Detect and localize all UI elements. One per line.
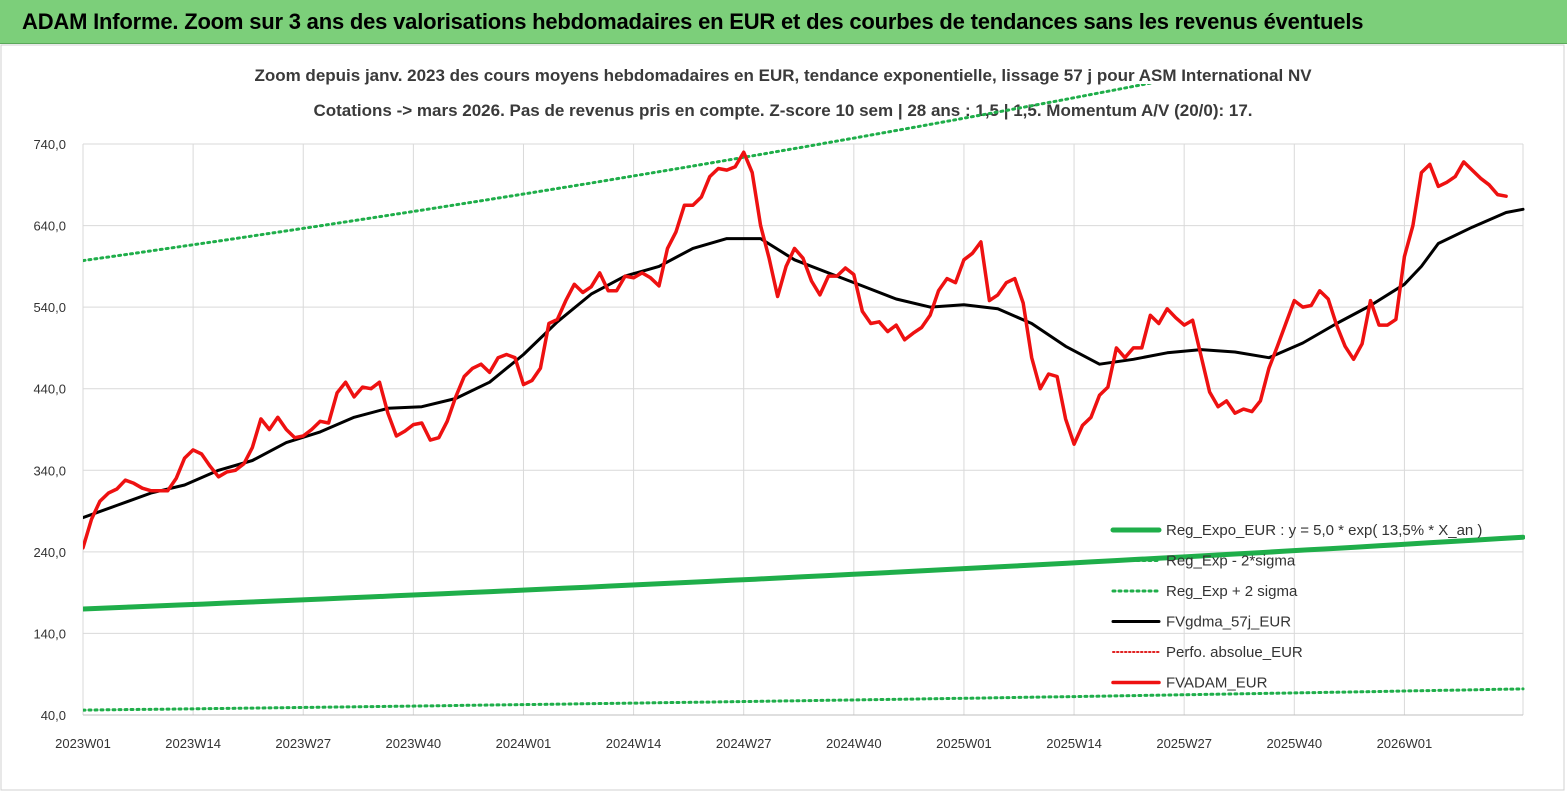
x-tick-label: 2023W27 <box>275 736 331 751</box>
x-tick-label: 2023W01 <box>55 736 111 751</box>
series-line-reg_plus <box>83 84 1154 263</box>
x-tick-label: 2024W40 <box>826 736 882 751</box>
series-line-price <box>83 150 1508 550</box>
chart-title-line2: Cotations -> mars 2026. Pas de revenus p… <box>313 101 1252 120</box>
x-tick-label: 2025W40 <box>1266 736 1322 751</box>
y-tick-label: 340,0 <box>33 463 66 478</box>
legend: Reg_Expo_EUR : y = 5,0 * exp( 13,5% * X_… <box>1110 522 1482 692</box>
y-tick-label: 40,0 <box>41 708 66 723</box>
series-line-reg_minus <box>83 687 1525 712</box>
chart-frame <box>0 44 1565 791</box>
plot-area <box>83 84 1525 712</box>
series-line-reg_expo <box>83 534 1525 612</box>
legend-label-reg_plus: Reg_Exp + 2 sigma <box>1166 583 1298 600</box>
legend-label-perf: Perfo. absolue_EUR <box>1166 644 1303 661</box>
legend-label-price: FVADAM_EUR <box>1166 675 1268 692</box>
series-line-smooth <box>83 207 1525 520</box>
legend-label-reg_expo: Reg_Expo_EUR : y = 5,0 * exp( 13,5% * X_… <box>1166 522 1482 539</box>
x-axis: 2023W01 2023W14 2023W27 2023W40 2024W01 2024W… <box>55 714 1523 751</box>
legend-label-smooth: FVgdma_57j_EUR <box>1166 614 1291 631</box>
y-tick-label: 640,0 <box>33 219 66 234</box>
valuation-chart: Zoom depuis janv. 2023 des cours moyens … <box>0 44 1565 791</box>
x-tick-label: 2024W01 <box>496 736 552 751</box>
x-tick-label: 2024W14 <box>606 736 662 751</box>
y-tick-label: 540,0 <box>33 300 66 315</box>
x-tick-label: 2024W27 <box>716 736 772 751</box>
x-tick-label: 2025W27 <box>1156 736 1212 751</box>
y-tick-label: 440,0 <box>33 382 66 397</box>
gridlines <box>82 143 1524 716</box>
x-tick-label: 2026W01 <box>1377 736 1433 751</box>
y-tick-label: 240,0 <box>33 545 66 560</box>
x-tick-label: 2025W01 <box>936 736 992 751</box>
x-tick-label: 2025W14 <box>1046 736 1102 751</box>
y-axis: 740,0 640,0 540,0 440,0 340,0 240,0 140,0 40,0 <box>33 137 66 723</box>
report-title: ADAM Informe. Zoom sur 3 ans des valoris… <box>22 9 1364 34</box>
x-tick-label: 2023W40 <box>386 736 442 751</box>
y-tick-label: 740,0 <box>33 137 66 152</box>
report-banner: ADAM Informe. Zoom sur 3 ans des valoris… <box>0 0 1567 44</box>
legend-label-reg_minus: Reg_Exp - 2*sigma <box>1166 553 1296 570</box>
y-tick-label: 140,0 <box>33 626 66 641</box>
chart-title-line1: Zoom depuis janv. 2023 des cours moyens … <box>254 66 1312 85</box>
x-tick-label: 2023W14 <box>165 736 221 751</box>
